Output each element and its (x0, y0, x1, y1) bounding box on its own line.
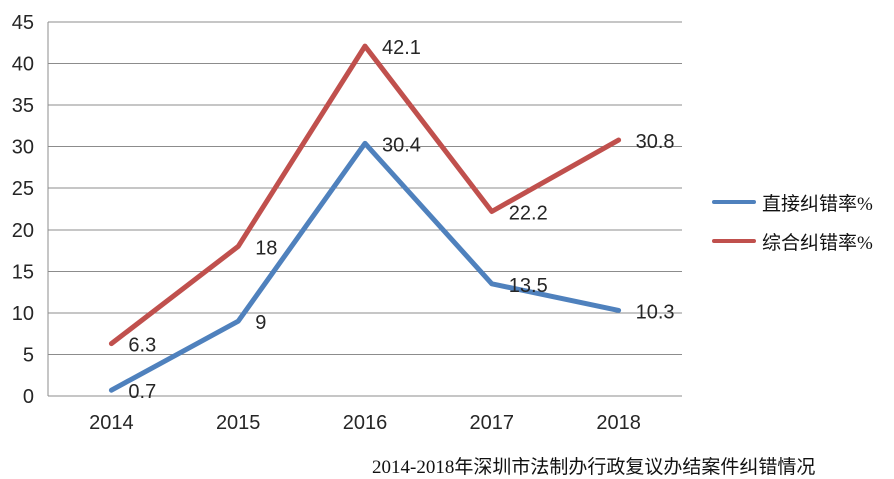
legend-item: 综合纠错率% (712, 229, 873, 254)
legend-line-swatch (712, 200, 756, 204)
x-axis-label: 2018 (596, 412, 641, 434)
y-axis-label: 25 (12, 178, 34, 200)
x-axis-label: 2017 (470, 412, 515, 434)
y-axis-label: 15 (12, 261, 34, 283)
series-line (108, 43, 622, 347)
chart-title: 2014-2018年深圳市法制办行政复议办结案件纠错情况 (372, 457, 816, 478)
y-axis-label: 40 (12, 54, 34, 76)
data-label: 13.5 (509, 275, 548, 297)
y-axis-label: 20 (12, 220, 34, 242)
y-axis-label: 10 (12, 303, 34, 325)
y-axis-label: 30 (12, 137, 34, 159)
y-axis-label: 5 (23, 344, 34, 366)
data-label: 18 (255, 237, 277, 259)
legend-label: 直接纠错率% (762, 193, 873, 215)
series-line (108, 140, 622, 393)
x-axis-label: 2014 (89, 412, 134, 434)
legend-line-swatch (712, 239, 756, 243)
data-label: 22.2 (509, 202, 548, 224)
data-label: 6.3 (128, 335, 156, 357)
legend-item: 直接纠错率% (712, 190, 873, 215)
data-label: 30.4 (382, 134, 421, 156)
y-axis-label: 0 (23, 386, 34, 408)
data-label: 30.8 (636, 131, 675, 153)
y-axis-label: 45 (12, 12, 34, 34)
data-label: 0.7 (128, 381, 156, 403)
chart-legend: 直接纠错率% 综合纠错率% (712, 190, 873, 254)
legend-label: 综合纠错率% (762, 232, 873, 254)
data-label: 10.3 (636, 301, 675, 323)
x-axis-label: 2015 (216, 412, 261, 434)
data-label: 42.1 (382, 37, 421, 59)
data-label: 9 (255, 312, 266, 334)
x-axis-label: 2016 (343, 412, 388, 434)
y-axis-label: 35 (12, 95, 34, 117)
